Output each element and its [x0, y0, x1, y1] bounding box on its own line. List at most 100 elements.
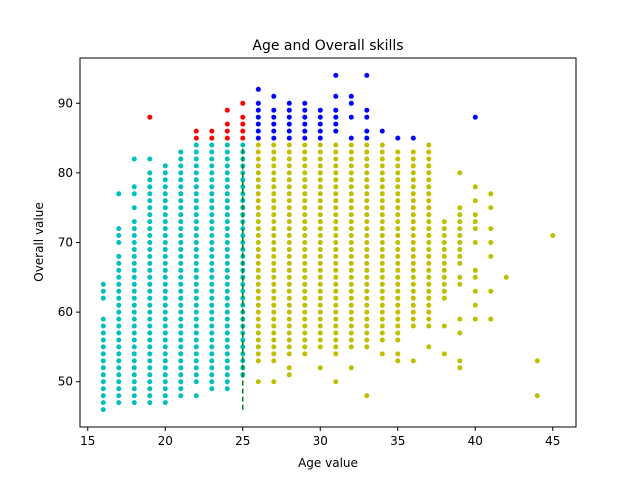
data-point: [162, 274, 168, 280]
data-point: [472, 316, 478, 322]
data-point: [364, 177, 370, 183]
data-point: [255, 351, 261, 357]
data-point: [255, 219, 261, 225]
data-point: [426, 260, 432, 266]
data-point: [100, 372, 106, 378]
data-point: [379, 212, 385, 218]
data-point: [147, 260, 153, 266]
data-point: [193, 309, 199, 315]
data-point: [426, 142, 432, 148]
data-point: [302, 184, 308, 190]
data-point: [317, 212, 323, 218]
data-point: [193, 184, 199, 190]
data-point: [178, 212, 184, 218]
data-point: [410, 240, 416, 245]
data-point: [100, 379, 106, 385]
data-point: [488, 226, 494, 232]
data-point: [178, 149, 184, 155]
data-point: [271, 379, 277, 385]
data-point: [286, 274, 292, 280]
data-point: [333, 309, 339, 315]
data-point: [162, 302, 168, 308]
data-point: [271, 142, 277, 148]
data-point: [379, 247, 385, 252]
data-point: [147, 205, 153, 211]
data-point: [333, 163, 339, 169]
data-point: [224, 372, 230, 378]
data-point: [302, 316, 308, 322]
x-tick-label: 45: [545, 434, 560, 448]
data-point: [426, 316, 432, 322]
data-point: [209, 163, 215, 169]
data-point: [348, 226, 354, 232]
data-point: [162, 267, 168, 273]
data-point: [317, 233, 323, 238]
data-point: [240, 295, 246, 301]
data-point: [271, 205, 277, 211]
data-point: [410, 149, 416, 155]
data-point: [348, 93, 354, 99]
data-point: [286, 281, 292, 287]
data-point: [426, 198, 432, 204]
data-point: [255, 281, 261, 287]
data-point: [255, 184, 261, 190]
data-point: [348, 184, 354, 190]
data-point: [302, 100, 308, 106]
data-point: [410, 288, 416, 294]
data-point: [379, 184, 385, 190]
data-point: [209, 379, 215, 385]
data-point: [178, 316, 184, 322]
data-point: [131, 309, 137, 315]
data-point: [209, 309, 215, 315]
plot-area: [100, 72, 556, 413]
data-point: [364, 156, 370, 162]
data-point: [348, 288, 354, 294]
data-point: [286, 267, 292, 273]
data-point: [364, 240, 370, 245]
data-point: [348, 309, 354, 315]
data-point: [131, 365, 137, 371]
data-point: [333, 219, 339, 225]
data-point: [240, 142, 246, 148]
data-point: [209, 128, 215, 134]
data-point: [395, 253, 401, 259]
data-point: [100, 407, 106, 413]
data-point: [271, 121, 277, 127]
data-point: [317, 191, 323, 197]
data-point: [410, 233, 416, 238]
data-point: [395, 295, 401, 301]
data-point: [147, 247, 153, 252]
data-point: [472, 198, 478, 204]
data-point: [286, 107, 292, 113]
data-point: [395, 205, 401, 211]
axes-frame: [79, 57, 577, 428]
data-point: [271, 184, 277, 190]
data-point: [193, 323, 199, 329]
data-point: [209, 344, 215, 350]
data-point: [178, 260, 184, 266]
data-point: [302, 128, 308, 134]
data-point: [333, 142, 339, 148]
data-point: [348, 337, 354, 343]
data-point: [457, 365, 463, 371]
data-point: [100, 351, 106, 357]
data-point: [147, 177, 153, 183]
data-point: [271, 198, 277, 204]
data-point: [457, 247, 463, 252]
data-point: [426, 274, 432, 280]
data-point: [472, 226, 478, 232]
data-point: [224, 135, 230, 141]
data-point: [116, 295, 122, 301]
data-point: [193, 295, 199, 301]
data-point: [255, 128, 261, 134]
data-point: [333, 281, 339, 287]
data-point: [317, 121, 323, 127]
data-point: [178, 344, 184, 350]
data-point: [302, 323, 308, 329]
data-point: [209, 260, 215, 266]
data-point: [364, 393, 370, 399]
data-point: [147, 330, 153, 336]
data-point: [348, 316, 354, 322]
data-point: [193, 358, 199, 364]
data-point: [209, 323, 215, 329]
